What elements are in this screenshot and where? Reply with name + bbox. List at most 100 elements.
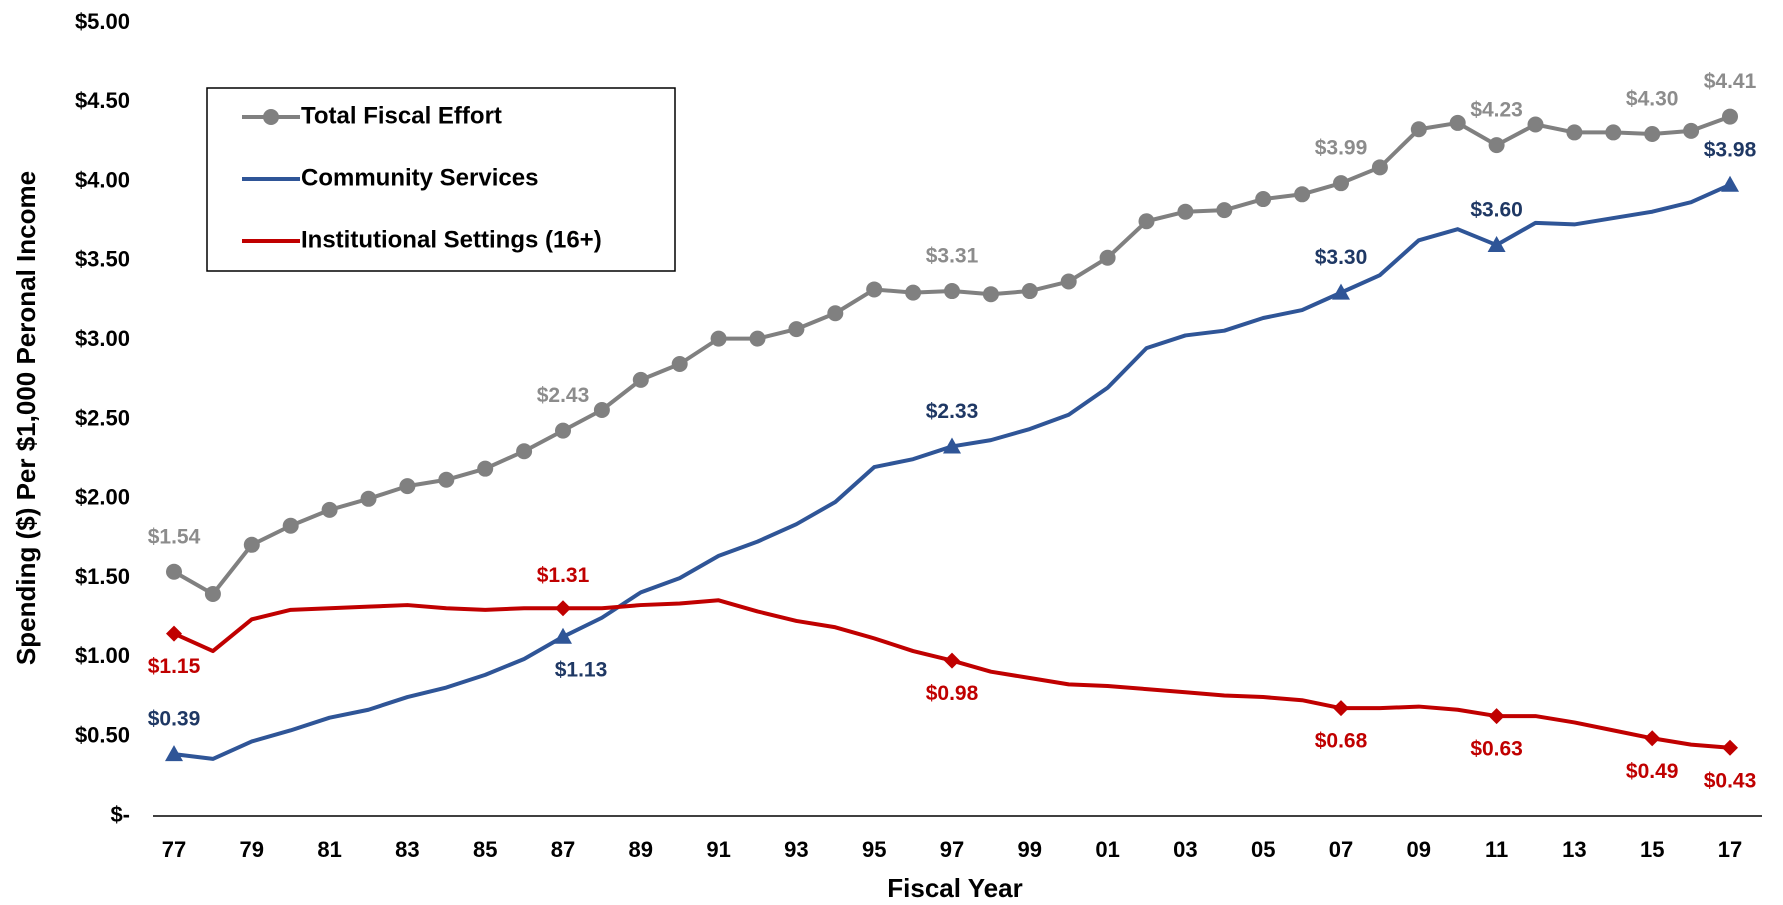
marker xyxy=(905,284,922,301)
x-tick-label: 03 xyxy=(1173,837,1197,862)
marker xyxy=(1449,114,1466,131)
x-tick-label: 85 xyxy=(473,837,497,862)
data-label: $3.99 xyxy=(1315,137,1368,160)
marker xyxy=(166,563,182,580)
marker xyxy=(943,437,961,454)
marker xyxy=(1644,126,1661,143)
marker xyxy=(866,281,883,298)
x-tick-label: 93 xyxy=(784,837,808,862)
marker xyxy=(1294,186,1311,203)
marker xyxy=(1333,700,1349,717)
marker xyxy=(1255,191,1272,208)
legend-label: Total Fiscal Effort xyxy=(301,102,502,129)
marker xyxy=(282,517,299,534)
marker xyxy=(1488,137,1505,154)
marker xyxy=(555,422,571,439)
x-tick-label: 17 xyxy=(1718,837,1742,862)
marker xyxy=(1216,202,1233,219)
marker xyxy=(1060,273,1077,290)
marker xyxy=(1332,283,1350,300)
marker xyxy=(554,627,572,644)
y-tick-label: $1.00 xyxy=(75,643,130,668)
y-tick-label: $4.00 xyxy=(75,167,130,192)
data-label: $1.54 xyxy=(148,525,201,548)
marker xyxy=(1138,213,1155,230)
data-label: $4.30 xyxy=(1626,88,1679,111)
x-tick-label: 05 xyxy=(1251,837,1275,862)
data-label: $0.98 xyxy=(926,682,979,705)
marker xyxy=(593,401,610,418)
data-label: $1.13 xyxy=(555,658,608,681)
data-label: $2.33 xyxy=(926,400,979,423)
x-tick-label: 07 xyxy=(1329,837,1353,862)
data-label: $0.39 xyxy=(148,708,201,731)
marker xyxy=(477,460,494,477)
x-tick-label: 11 xyxy=(1485,837,1508,862)
x-tick-label: 01 xyxy=(1095,837,1119,862)
data-label: $0.63 xyxy=(1470,738,1523,761)
marker xyxy=(710,330,727,347)
marker xyxy=(555,600,571,617)
data-label: $3.31 xyxy=(926,245,979,268)
data-label: $0.49 xyxy=(1626,760,1679,783)
data-label: $3.30 xyxy=(1315,246,1368,269)
y-tick-label: $0.50 xyxy=(75,723,130,748)
marker xyxy=(1644,730,1661,747)
marker xyxy=(243,536,260,553)
marker xyxy=(1605,124,1622,141)
marker xyxy=(671,355,688,372)
data-label: $0.68 xyxy=(1315,730,1368,753)
y-tick-label: $2.50 xyxy=(75,405,130,430)
x-tick-label: 81 xyxy=(317,837,341,862)
marker xyxy=(632,371,649,388)
marker xyxy=(321,501,338,518)
marker xyxy=(1021,283,1038,300)
x-tick-label: 97 xyxy=(940,837,964,862)
y-tick-label: $5.00 xyxy=(75,9,130,34)
data-label: $0.43 xyxy=(1704,769,1757,792)
marker xyxy=(1683,122,1700,139)
x-tick-label: 77 xyxy=(162,837,186,862)
x-tick-label: 13 xyxy=(1562,837,1586,862)
marker xyxy=(1487,236,1506,253)
x-tick-label: 91 xyxy=(706,837,730,862)
y-tick-label: $3.00 xyxy=(75,326,130,351)
x-tick-label: 89 xyxy=(629,837,653,862)
x-tick-label: 83 xyxy=(395,837,419,862)
x-tick-label: 79 xyxy=(240,837,264,862)
marker xyxy=(399,478,416,495)
marker xyxy=(1410,121,1427,138)
data-label: $1.15 xyxy=(148,655,201,678)
marker xyxy=(438,471,455,488)
marker xyxy=(1488,708,1505,725)
x-tick-label: 95 xyxy=(862,837,886,862)
marker xyxy=(944,652,960,669)
x-axis-label: Fiscal Year xyxy=(887,873,1022,903)
marker xyxy=(204,585,221,602)
marker xyxy=(1722,108,1738,125)
marker xyxy=(749,330,766,347)
marker xyxy=(1527,116,1544,133)
marker xyxy=(1371,159,1388,176)
x-tick-label: 15 xyxy=(1640,837,1664,862)
y-tick-label: $2.00 xyxy=(75,485,130,510)
marker xyxy=(165,745,183,762)
data-label: $1.31 xyxy=(537,564,590,587)
data-label: $3.60 xyxy=(1470,199,1523,222)
legend-label: Community Services xyxy=(301,164,538,191)
marker xyxy=(516,443,533,460)
marker xyxy=(788,321,805,338)
y-tick-label: $1.50 xyxy=(75,564,130,589)
data-label: $4.41 xyxy=(1704,70,1757,93)
marker xyxy=(827,305,844,322)
legend-label: Institutional Settings (16+) xyxy=(301,226,602,253)
y-tick-label: $3.50 xyxy=(75,247,130,272)
marker xyxy=(1721,175,1739,192)
data-label: $3.98 xyxy=(1704,138,1757,161)
series-line xyxy=(173,598,1731,750)
marker xyxy=(166,625,182,642)
y-tick-label: $- xyxy=(110,802,130,827)
marker xyxy=(982,286,999,303)
marker xyxy=(1333,175,1349,192)
